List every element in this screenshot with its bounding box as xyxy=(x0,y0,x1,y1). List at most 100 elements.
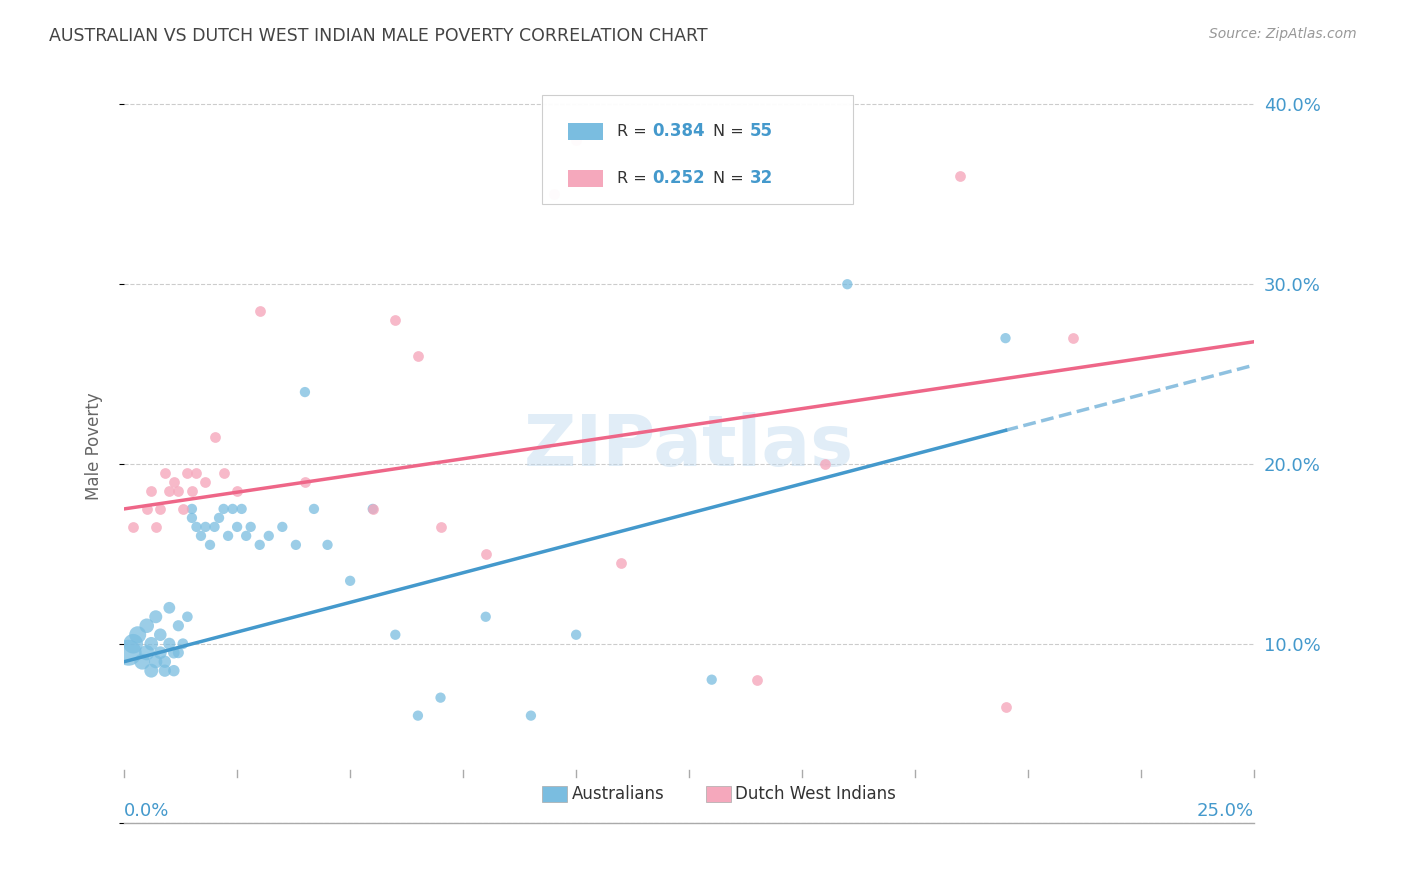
FancyBboxPatch shape xyxy=(568,123,603,140)
Point xyxy=(176,609,198,624)
Point xyxy=(543,187,565,202)
Point xyxy=(172,637,194,651)
Point xyxy=(474,609,496,624)
Text: 32: 32 xyxy=(749,169,773,187)
Point xyxy=(814,457,837,471)
Text: 0.0%: 0.0% xyxy=(124,802,170,820)
Point xyxy=(302,502,325,516)
Point xyxy=(384,628,406,642)
Point xyxy=(745,673,768,687)
Point xyxy=(994,699,1017,714)
Point xyxy=(284,538,307,552)
Point xyxy=(294,385,316,400)
Point xyxy=(141,664,163,678)
Point xyxy=(163,664,186,678)
Point xyxy=(131,655,153,669)
Point xyxy=(994,331,1017,345)
Point xyxy=(176,466,198,480)
Point xyxy=(700,673,723,687)
Point xyxy=(212,466,235,480)
Point xyxy=(610,556,633,570)
Point xyxy=(212,502,235,516)
Text: 55: 55 xyxy=(749,122,773,140)
Point xyxy=(316,538,339,552)
Point xyxy=(190,529,212,543)
Point xyxy=(406,708,429,723)
Point xyxy=(204,520,226,534)
Y-axis label: Male Poverty: Male Poverty xyxy=(86,392,103,500)
Point xyxy=(153,664,176,678)
Point xyxy=(141,637,163,651)
Point xyxy=(167,619,190,633)
Point xyxy=(257,529,280,543)
Point xyxy=(294,475,316,489)
Text: N =: N = xyxy=(713,124,748,139)
Point xyxy=(221,502,243,516)
Point xyxy=(361,502,384,516)
Point xyxy=(226,483,249,498)
Point xyxy=(339,574,361,588)
Point xyxy=(127,628,149,642)
Point xyxy=(172,502,194,516)
Point xyxy=(153,466,176,480)
Point xyxy=(565,628,588,642)
Point xyxy=(406,349,429,363)
Point xyxy=(122,637,145,651)
Point xyxy=(208,511,231,525)
Text: R =: R = xyxy=(617,124,651,139)
Point xyxy=(565,133,588,147)
Point xyxy=(204,430,226,444)
Point xyxy=(145,520,167,534)
Point xyxy=(239,520,262,534)
Point xyxy=(157,483,180,498)
Text: 25.0%: 25.0% xyxy=(1197,802,1254,820)
Point xyxy=(181,483,204,498)
Text: 0.384: 0.384 xyxy=(652,122,706,140)
Point xyxy=(226,520,249,534)
FancyBboxPatch shape xyxy=(568,169,603,186)
Point xyxy=(198,538,221,552)
Point xyxy=(520,708,543,723)
Text: Dutch West Indians: Dutch West Indians xyxy=(735,785,896,803)
FancyBboxPatch shape xyxy=(543,786,567,802)
Point xyxy=(271,520,294,534)
Point xyxy=(163,475,186,489)
Point xyxy=(157,600,180,615)
Text: 0.252: 0.252 xyxy=(652,169,706,187)
Point xyxy=(153,655,176,669)
Point xyxy=(181,502,204,516)
Point xyxy=(135,646,157,660)
Point xyxy=(135,619,157,633)
Point xyxy=(186,520,208,534)
Point xyxy=(149,628,172,642)
Point xyxy=(141,483,163,498)
Point xyxy=(157,637,180,651)
Point xyxy=(118,646,141,660)
Point xyxy=(194,520,217,534)
Text: Source: ZipAtlas.com: Source: ZipAtlas.com xyxy=(1209,27,1357,41)
FancyBboxPatch shape xyxy=(706,786,731,802)
Point xyxy=(474,547,496,561)
Text: AUSTRALIAN VS DUTCH WEST INDIAN MALE POVERTY CORRELATION CHART: AUSTRALIAN VS DUTCH WEST INDIAN MALE POV… xyxy=(49,27,707,45)
Point xyxy=(949,169,972,184)
Point xyxy=(231,502,253,516)
Point xyxy=(167,483,190,498)
Point xyxy=(249,304,271,318)
Point xyxy=(181,511,204,525)
Point xyxy=(384,313,406,327)
Text: N =: N = xyxy=(713,170,748,186)
Point xyxy=(217,529,239,543)
Point xyxy=(235,529,257,543)
Point xyxy=(122,520,145,534)
Point xyxy=(163,646,186,660)
Point xyxy=(186,466,208,480)
Point xyxy=(194,475,217,489)
Point xyxy=(135,502,157,516)
Point xyxy=(149,646,172,660)
Point xyxy=(149,502,172,516)
Point xyxy=(837,277,859,292)
Text: ZIPatlas: ZIPatlas xyxy=(524,411,855,481)
Point xyxy=(145,609,167,624)
Point xyxy=(249,538,271,552)
Point xyxy=(361,502,384,516)
